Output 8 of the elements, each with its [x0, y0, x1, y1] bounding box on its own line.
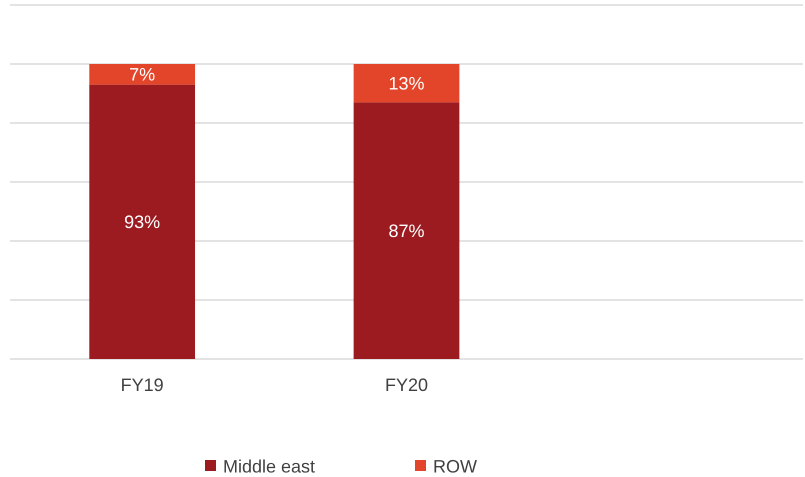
data-label: 93%	[124, 212, 160, 232]
data-label: 13%	[388, 73, 425, 94]
x-tick-label: FY20	[384, 375, 428, 395]
data-label: 87%	[388, 220, 425, 241]
legend-label: Middle east	[223, 456, 316, 476]
data-label: 7%	[129, 64, 156, 85]
legend-label: ROW	[433, 456, 477, 476]
x-tick-label: FY19	[120, 375, 164, 395]
